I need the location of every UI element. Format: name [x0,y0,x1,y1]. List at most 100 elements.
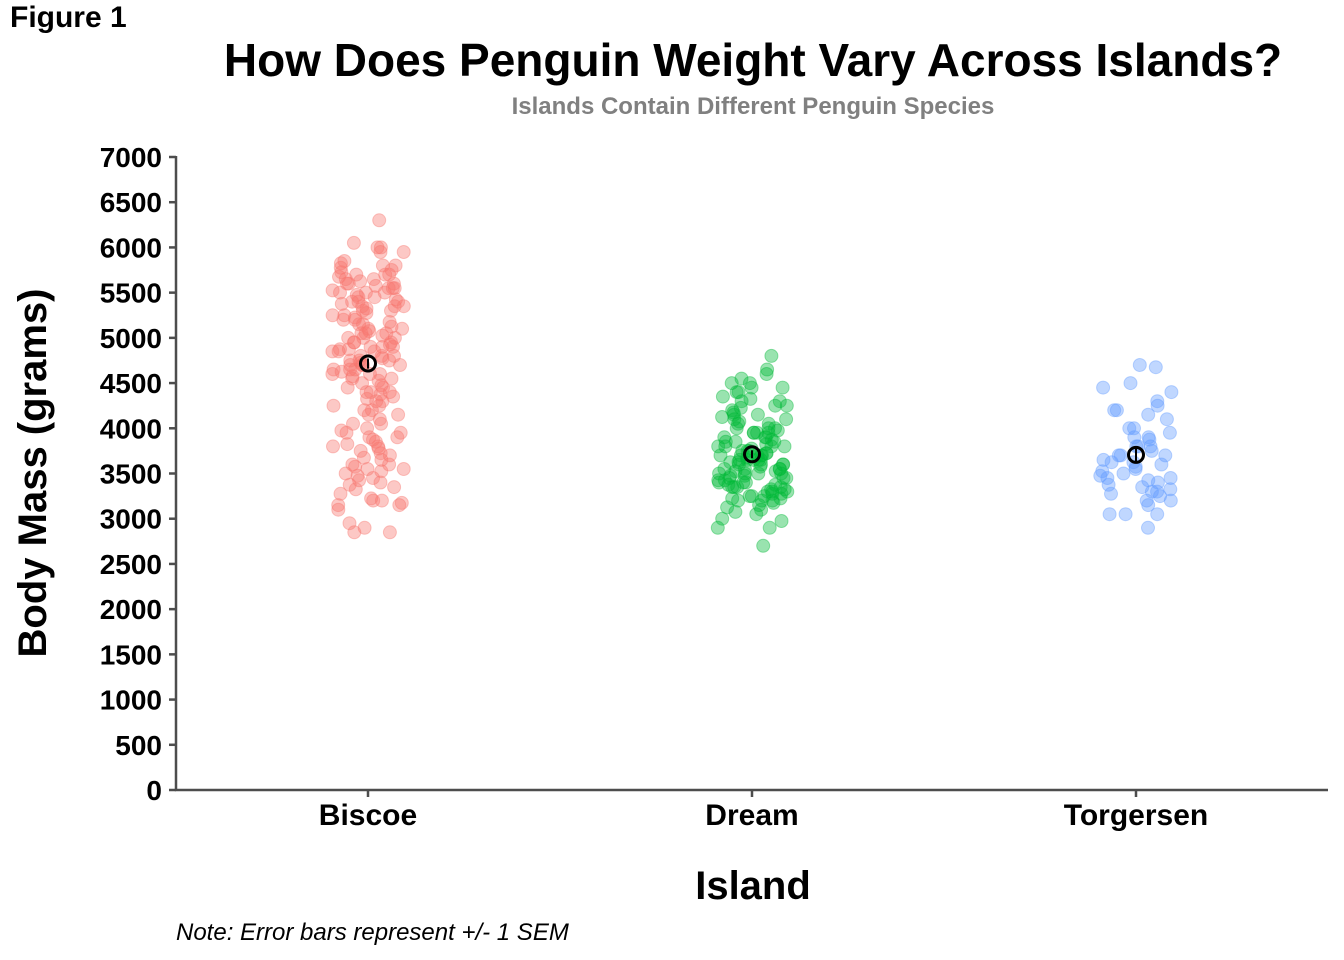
data-point [384,263,399,277]
data-point [339,425,354,440]
data-point [760,484,775,499]
data-point [343,353,358,368]
data-point [772,462,787,476]
data-point [358,326,373,341]
data-point [758,430,773,445]
data-point [340,437,355,452]
data-point [774,486,789,501]
data-point [1163,482,1178,497]
data-point [333,256,348,271]
data-point [742,376,757,391]
data-point [1123,376,1138,391]
data-point [754,457,768,472]
data-point [366,272,381,287]
data-point [373,446,388,461]
data-point [382,353,397,368]
data-point [391,294,406,309]
data-point [744,380,759,395]
data-point [780,484,795,499]
data-point [331,344,346,359]
data-point [754,493,769,508]
data-point [723,455,738,470]
figure-label: Figure 1 [10,1,127,34]
data-point [776,471,791,485]
y-tick-label: 0 [146,775,162,806]
series-biscoe [325,213,411,540]
data-point [717,462,732,476]
data-point [388,258,403,273]
data-point [325,283,340,298]
data-point [355,376,370,391]
data-point [1150,507,1165,522]
data-point [396,462,411,476]
data-point [385,281,400,296]
data-point [349,287,364,302]
data-point [749,507,764,522]
data-point [384,335,398,350]
data-point [759,367,774,381]
data-point [359,306,374,320]
data-point [1141,498,1156,513]
data-point [345,371,360,386]
data-point [373,245,388,259]
data-point [1096,452,1111,467]
data-point [353,443,368,458]
data-point [768,464,783,479]
y-tick-label: 4500 [100,368,162,399]
data-point [1139,493,1154,508]
data-point [340,380,355,395]
data-point [391,407,406,422]
data-point [713,448,728,463]
data-point [750,425,765,440]
data-point [1144,484,1159,499]
data-point [343,362,358,377]
data-point [375,258,390,273]
data-point [354,326,369,341]
data-point [382,385,397,400]
data-point [765,484,780,499]
data-point [374,348,389,363]
data-point [734,394,749,409]
data-point [357,520,372,535]
data-point [730,480,745,495]
data-point [766,495,781,510]
data-point [744,489,759,504]
data-point [718,434,733,449]
y-tick-label: 5500 [100,278,162,309]
data-point [751,466,766,481]
data-point [333,342,347,357]
data-point [779,471,794,485]
data-point [759,437,774,452]
data-point [727,480,742,495]
data-point [388,292,403,307]
data-point [387,348,401,363]
y-tick-label: 4000 [100,413,162,444]
data-point [368,278,383,293]
data-point [759,430,773,445]
data-point [1132,358,1147,372]
data-point [737,462,752,476]
points-layer [325,213,1179,553]
data-point [394,495,409,510]
data-point [772,462,787,476]
data-point [366,432,380,447]
data-point [777,482,792,497]
data-point [1159,412,1174,427]
data-point [367,290,382,305]
data-point [760,362,775,377]
data-point [370,240,385,255]
data-point [764,348,779,363]
data-point [363,385,378,400]
data-point [1142,432,1157,447]
data-point [727,412,742,427]
data-point [743,391,758,406]
data-point [752,498,767,513]
data-point [378,267,393,282]
data-point [382,337,397,352]
data-point [754,502,769,517]
data-point [775,380,790,395]
data-point [338,466,353,481]
x-tick-label: Biscoe [319,799,417,832]
data-point [372,398,387,413]
data-point [382,525,397,540]
